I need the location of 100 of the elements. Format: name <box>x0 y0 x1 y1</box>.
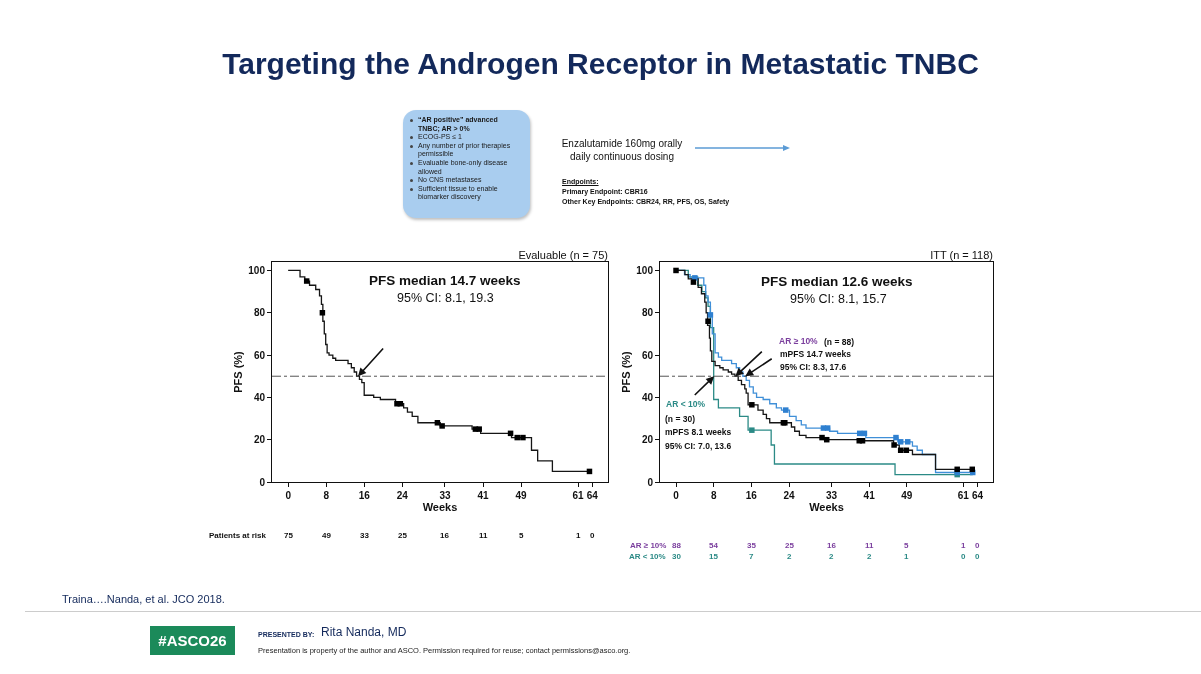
x-tick-label: 33 <box>439 490 451 501</box>
x-axis-title: Weeks <box>422 501 458 514</box>
text: Patients at risk <box>209 531 267 540</box>
annotation: 95% CI: 7.0, 13.6 <box>665 441 732 451</box>
text: 88 <box>672 541 682 550</box>
x-tick-label: 61 <box>957 490 970 501</box>
y-tick-label: 80 <box>641 307 654 319</box>
y-tick-label: 40 <box>641 391 654 403</box>
annotation: mPFS 8.1 weeks <box>665 427 732 437</box>
x-tick-label: 16 <box>358 490 371 501</box>
y-axis-title: PFS (%) <box>619 350 632 393</box>
point <box>897 439 904 445</box>
annotation: (n = 88) <box>824 337 855 347</box>
point <box>749 402 755 408</box>
y-tick-label: 60 <box>253 349 266 361</box>
point <box>707 312 714 318</box>
point <box>893 434 899 441</box>
point <box>824 425 831 431</box>
text: 75 <box>284 531 294 540</box>
y-tick-label: 0 <box>647 476 654 488</box>
text: Traina….Nanda, et al. JCO 2018. <box>62 592 225 606</box>
annotation: PFS median 14.7 weeks <box>369 273 521 288</box>
y-tick-label: 100 <box>636 264 654 276</box>
text: 30 <box>672 552 682 561</box>
y-tick-label: 80 <box>253 307 266 319</box>
y-tick-label: 40 <box>253 391 266 403</box>
text: 2 <box>787 552 792 561</box>
x-tick-label: 49 <box>515 490 528 501</box>
text: 49 <box>322 531 332 540</box>
annotation: mPFS 14.7 weeks <box>780 349 852 359</box>
y-tick-label: 100 <box>248 264 266 276</box>
text: Enzalutamide 160mg orally daily continuous dosing <box>560 137 684 163</box>
text: 0 <box>975 541 980 550</box>
text: 1 <box>904 552 909 561</box>
text: Rita Nanda, MD <box>321 625 407 640</box>
x-axis-title: Weeks <box>809 501 844 514</box>
text: 11 <box>479 531 489 540</box>
annotation: AR ≥ 10% <box>779 336 819 346</box>
y-tick-label: 60 <box>641 349 654 361</box>
text: 33 <box>360 531 370 540</box>
x-tick-label: 41 <box>477 490 490 501</box>
text: 2 <box>829 552 834 561</box>
text: 16 <box>827 541 837 550</box>
text: 25 <box>785 541 795 550</box>
y-axis-title: PFS (%) <box>231 350 244 393</box>
point <box>690 279 697 285</box>
x-tick-label: 8 <box>323 490 330 501</box>
x-tick-label: 41 <box>863 490 876 501</box>
x-tick-label: 49 <box>901 490 913 501</box>
point <box>859 438 866 444</box>
point <box>749 427 755 433</box>
x-tick-label: 64 <box>971 490 984 501</box>
y-tick-label: 0 <box>259 476 266 488</box>
point <box>319 310 326 316</box>
text: 5 <box>904 541 909 550</box>
point <box>476 426 482 432</box>
point <box>434 420 441 426</box>
text: AR ≥ 10% <box>630 541 667 550</box>
y-tick-label: 20 <box>253 434 266 446</box>
point <box>520 434 526 441</box>
annotation: (n = 30) <box>665 414 696 424</box>
text: AR < 10% <box>629 552 666 561</box>
hashtag-badge: #ASCO26 <box>150 626 235 655</box>
y-tick-label: 20 <box>641 434 654 446</box>
text: 25 <box>398 531 408 540</box>
x-tick-label: 24 <box>783 490 796 501</box>
x-tick-label: 61 <box>572 490 585 501</box>
x-tick-label: 64 <box>586 490 599 501</box>
point <box>783 407 789 413</box>
text: 5 <box>519 531 524 540</box>
point <box>303 278 310 284</box>
annotation: AR < 10% <box>666 399 706 409</box>
chart-title: Evaluable (n = 75) <box>518 249 608 261</box>
text: 11 <box>865 541 875 550</box>
x-tick-label: 0 <box>673 490 680 501</box>
text: 0 <box>590 531 595 540</box>
text: Targeting the Androgen Receptor in Metastatic TNBC <box>221 46 980 82</box>
chart-title: ITT (n = 118) <box>930 249 993 261</box>
point <box>905 439 911 445</box>
point <box>891 442 897 448</box>
annotation: PFS median 12.6 weeks <box>761 274 913 289</box>
point <box>673 267 679 274</box>
x-tick-label: 16 <box>745 490 758 501</box>
x-tick-label: 33 <box>825 490 838 501</box>
text: 1 <box>576 531 581 540</box>
x-tick-label: 24 <box>396 490 409 501</box>
text: 15 <box>709 552 719 561</box>
annotation: 95% CI: 8.1, 15.7 <box>790 292 887 306</box>
annotation: 95% CI: 8.3, 17.6 <box>780 362 847 372</box>
point <box>439 423 445 429</box>
text: 35 <box>747 541 757 550</box>
x-tick-label: 0 <box>285 490 292 501</box>
text: 2 <box>867 552 872 561</box>
text: 16 <box>440 531 450 540</box>
text: 7 <box>749 552 754 561</box>
point <box>705 318 711 324</box>
annotation: 95% CI: 8.1, 19.3 <box>397 291 494 305</box>
point <box>819 434 825 441</box>
text: 1 <box>961 541 966 550</box>
text: 0 <box>961 552 966 561</box>
